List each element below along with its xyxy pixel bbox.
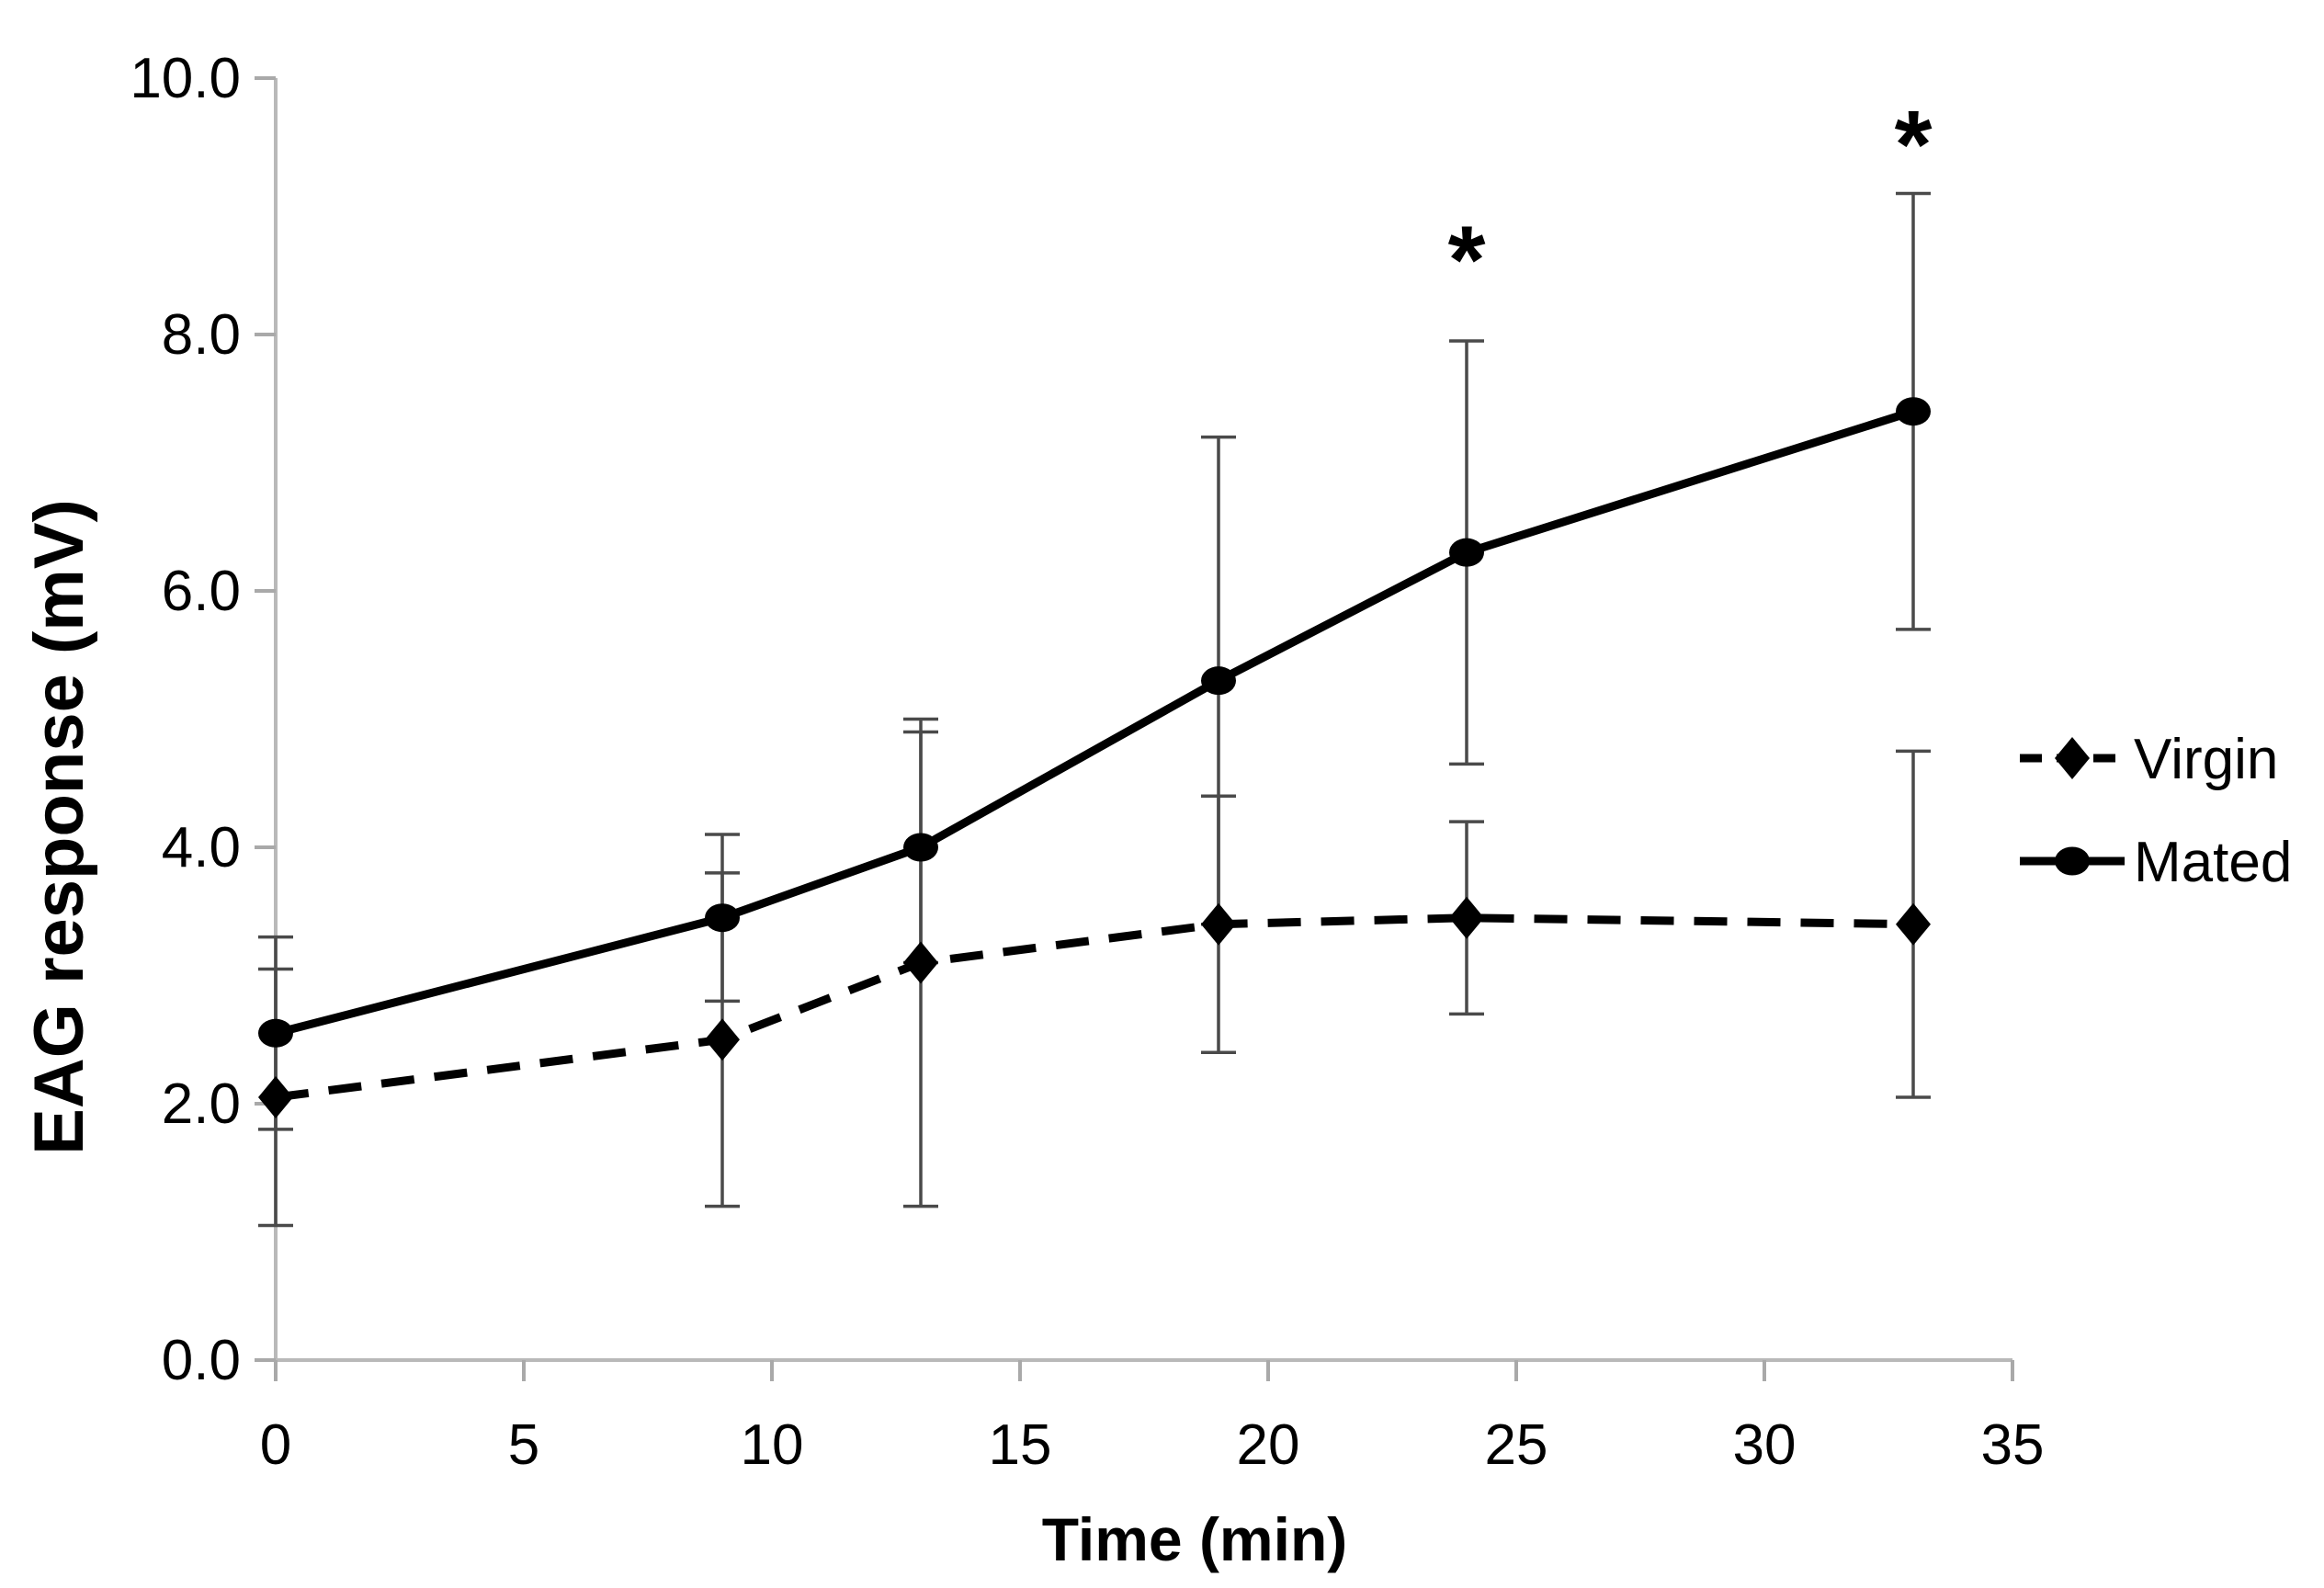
x-tick-label: 20 — [1237, 1413, 1300, 1477]
data-point-mated — [903, 833, 938, 862]
y-tick-label: 4.0 — [162, 816, 241, 879]
axes-layer: 0.0 2.0 4.0 6.0 8.0 10.0 0 5 10 15 20 25 30 35 — [130, 47, 2044, 1477]
x-tick-label: 5 — [508, 1413, 539, 1477]
data-point-mated — [1201, 666, 1236, 696]
legend-label: Mated — [2134, 831, 2292, 894]
x-tick-label: 15 — [989, 1413, 1052, 1477]
data-point-virgin — [1449, 896, 1484, 939]
x-tick-label: 30 — [1733, 1413, 1797, 1477]
y-tick-label: 8.0 — [162, 303, 241, 367]
annotations-layer: ** — [1448, 91, 1933, 314]
legend-label: Virgin — [2134, 728, 2278, 791]
x-tick-label: 10 — [741, 1413, 804, 1477]
legend: Virgin Mated — [2020, 728, 2292, 894]
legend-item-virgin: Virgin — [2020, 728, 2278, 791]
legend-marker-diamond-icon — [2055, 737, 2090, 779]
data-point-mated — [1896, 397, 1931, 426]
data-point-virgin — [1896, 902, 1931, 946]
legend-item-mated: Mated — [2020, 831, 2292, 894]
y-tick-label: 0.0 — [162, 1329, 241, 1392]
data-point-mated — [258, 1018, 293, 1048]
y-tick-label: 6.0 — [162, 560, 241, 623]
data-point-virgin — [258, 1076, 293, 1119]
x-tick-label: 25 — [1485, 1413, 1548, 1477]
significance-asterisk: * — [1448, 206, 1486, 313]
y-tick-label: 10.0 — [130, 47, 241, 110]
x-tick-label: 35 — [1981, 1413, 2045, 1477]
data-point-virgin — [1201, 902, 1236, 946]
series-line-mated — [274, 407, 1915, 1038]
series-markers-layer — [258, 397, 1931, 1119]
y-tick-label: 2.0 — [162, 1072, 241, 1136]
series-lines-layer — [274, 407, 1915, 1102]
legend-marker-circle-icon — [2055, 846, 2090, 876]
significance-asterisk: * — [1895, 91, 1933, 198]
x-tick-label: 0 — [260, 1413, 291, 1477]
y-axis-title: EAG response (mV) — [20, 499, 98, 1155]
x-axis-title: Time (min) — [1042, 1505, 1347, 1573]
data-point-mated — [1449, 538, 1484, 567]
data-point-virgin — [705, 1018, 740, 1061]
data-point-mated — [705, 903, 740, 933]
data-point-virgin — [903, 941, 938, 984]
series-line-virgin — [275, 913, 1914, 1102]
